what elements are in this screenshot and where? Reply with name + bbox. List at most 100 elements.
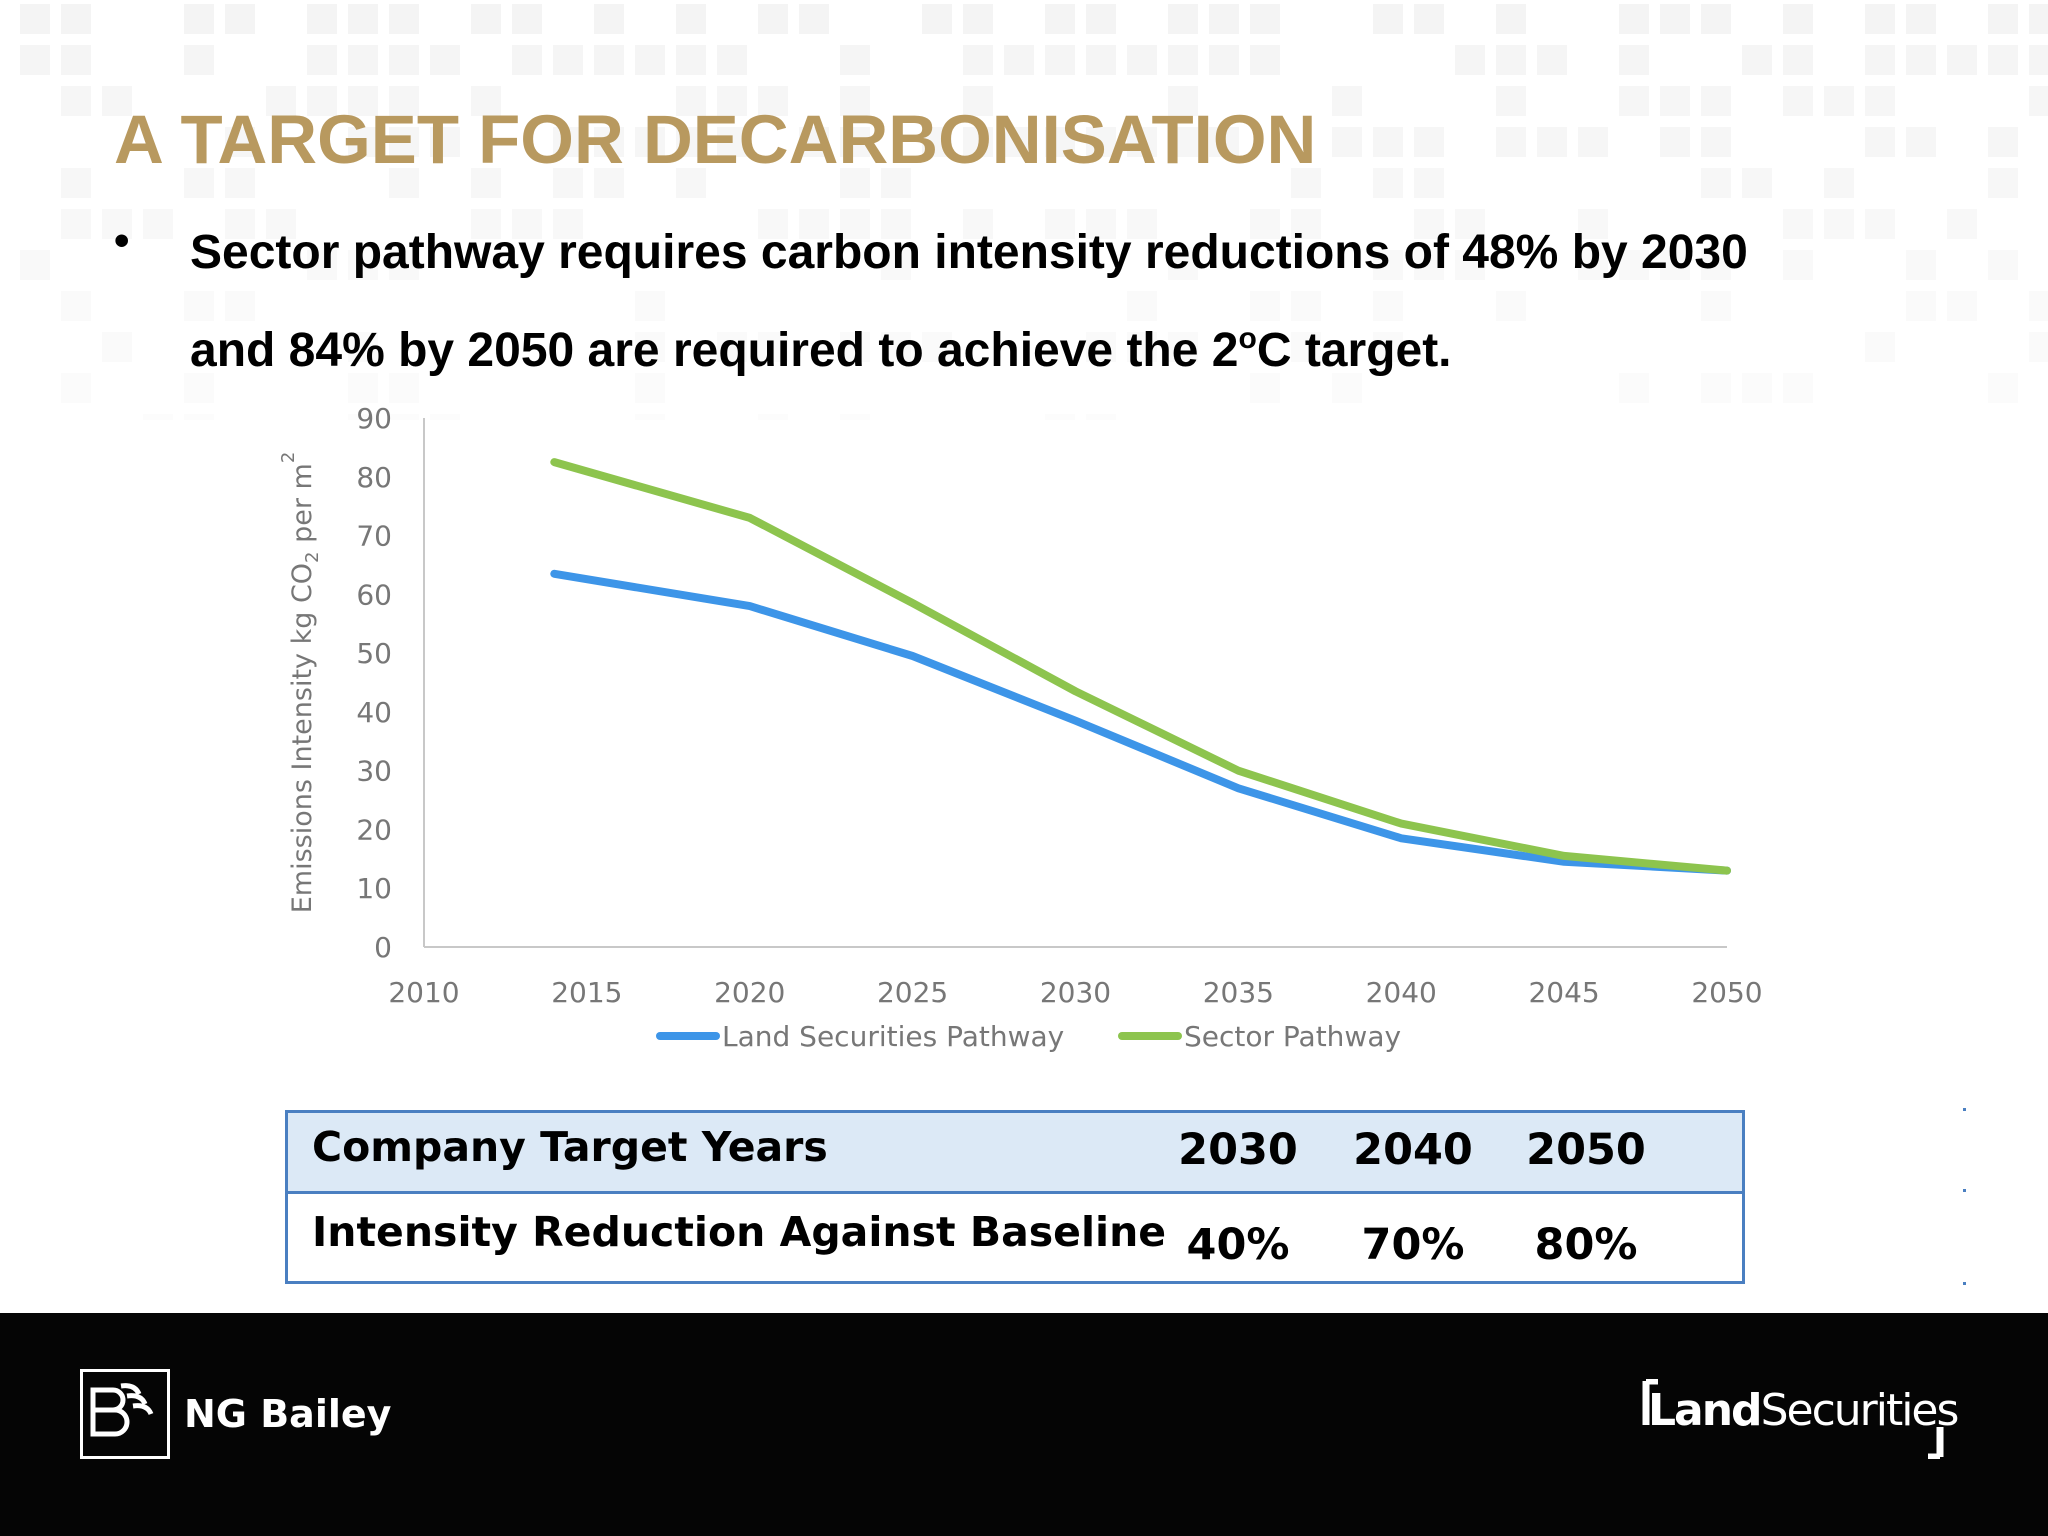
background-square xyxy=(1291,291,1321,321)
background-square xyxy=(430,45,460,75)
background-square xyxy=(840,332,870,362)
background-square xyxy=(717,127,747,157)
background-square xyxy=(1578,209,1608,239)
background-square xyxy=(758,86,788,116)
background-square xyxy=(1865,86,1895,116)
background-square xyxy=(963,209,993,239)
y-tick-label: 30 xyxy=(356,755,392,788)
background-square xyxy=(963,4,993,34)
background-square xyxy=(840,86,870,116)
background-square xyxy=(1127,332,1157,362)
background-square xyxy=(1373,4,1403,34)
background-square xyxy=(389,45,419,75)
background-square xyxy=(881,250,911,280)
background-square xyxy=(635,373,665,403)
background-square xyxy=(1250,291,1280,321)
bullet-main-text: Sector pathway requires carbon intensity… xyxy=(190,226,1748,377)
background-square xyxy=(1701,86,1731,116)
y-tick-label: 70 xyxy=(356,520,392,553)
background-square xyxy=(1496,291,1526,321)
background-square xyxy=(1086,127,1116,157)
row-label: Intensity Reduction Against Baseline xyxy=(312,1208,1167,1256)
bullet-text: Sector pathway requires carbon intensity… xyxy=(190,210,1790,394)
background-square xyxy=(225,291,255,321)
y-tick-label: 20 xyxy=(356,813,392,846)
background-square xyxy=(389,373,419,403)
background-square xyxy=(1660,127,1690,157)
background-square xyxy=(881,209,911,239)
background-square xyxy=(1414,127,1444,157)
background-square xyxy=(225,127,255,157)
background-square xyxy=(102,86,132,116)
background-square xyxy=(1865,209,1895,239)
background-square xyxy=(389,86,419,116)
background-square xyxy=(102,209,132,239)
background-square xyxy=(471,86,501,116)
ng-bailey-logo: NG Bailey xyxy=(80,1369,391,1459)
background-square xyxy=(963,86,993,116)
background-square xyxy=(184,4,214,34)
table-header-row: Company Target Years 2030 2040 2050 xyxy=(288,1113,1742,1194)
background-square xyxy=(1455,209,1485,239)
background-square xyxy=(1906,45,1936,75)
background-square xyxy=(1373,332,1403,362)
background-square xyxy=(799,209,829,239)
background-square xyxy=(184,373,214,403)
background-square xyxy=(348,332,378,362)
y-axis-label-part: per m xyxy=(287,463,318,551)
background-square xyxy=(1619,4,1649,34)
background-square xyxy=(348,86,378,116)
background-square xyxy=(143,414,173,420)
background-square xyxy=(1701,4,1731,34)
background-square xyxy=(184,168,214,198)
background-square xyxy=(1127,127,1157,157)
background-square xyxy=(61,4,91,34)
background-square xyxy=(471,4,501,34)
background-square xyxy=(348,45,378,75)
background-square xyxy=(1701,291,1731,321)
company-target-table: Company Target Years 2030 2040 2050 Inte… xyxy=(285,1110,1745,1284)
background-square xyxy=(1865,4,1895,34)
background-square xyxy=(758,332,788,362)
background-square xyxy=(20,4,50,34)
background-square xyxy=(676,127,706,157)
decorative-tick xyxy=(1963,1108,1966,1111)
background-square xyxy=(102,332,132,362)
background-square xyxy=(1701,127,1731,157)
background-square xyxy=(553,209,583,239)
background-square xyxy=(389,127,419,157)
slide-title: A TARGET FOR DECARBONISATION xyxy=(114,101,1317,178)
background-square xyxy=(635,414,665,420)
background-square xyxy=(1209,4,1239,34)
background-square xyxy=(1414,250,1444,280)
background-square xyxy=(266,209,296,239)
background-square xyxy=(717,332,747,362)
background-square xyxy=(1865,332,1895,362)
background-square xyxy=(1660,4,1690,34)
table-row: Intensity Reduction Against Baseline 40%… xyxy=(288,1194,1742,1284)
background-square xyxy=(1455,45,1485,75)
background-square xyxy=(1250,45,1280,75)
background-square xyxy=(881,332,911,362)
x-tick-label: 2015 xyxy=(551,976,622,1009)
background-square xyxy=(471,209,501,239)
x-tick-label: 2030 xyxy=(1040,976,1111,1009)
background-square xyxy=(1619,45,1649,75)
header-year-2040: 2040 xyxy=(1353,1125,1473,1175)
background-square xyxy=(20,250,50,280)
background-square xyxy=(2029,291,2048,321)
y-tick-label: 60 xyxy=(356,578,392,611)
background-square xyxy=(1865,45,1895,75)
y-axis-label-part: Emissions Intensity kg CO xyxy=(287,563,318,913)
background-square xyxy=(184,291,214,321)
background-square xyxy=(1414,4,1444,34)
background-square xyxy=(635,291,665,321)
background-square xyxy=(1045,45,1075,75)
background-square xyxy=(635,332,665,362)
background-square xyxy=(1332,86,1362,116)
background-square xyxy=(61,209,91,239)
background-square xyxy=(1168,127,1198,157)
x-tick-label: 2045 xyxy=(1528,976,1599,1009)
background-square xyxy=(840,209,870,239)
